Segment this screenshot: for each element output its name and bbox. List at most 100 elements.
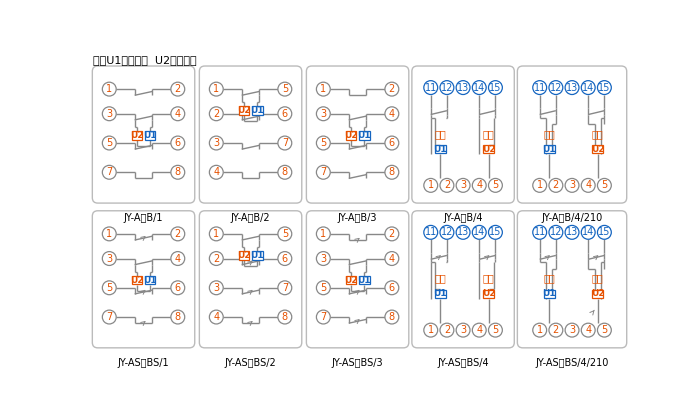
Text: 7: 7 [320, 312, 326, 322]
Text: 13: 13 [457, 83, 469, 92]
Text: 3: 3 [569, 180, 575, 190]
Circle shape [209, 310, 223, 324]
Text: JY-AS，BS/3: JY-AS，BS/3 [332, 358, 384, 368]
Circle shape [316, 136, 330, 150]
Circle shape [102, 227, 116, 241]
Circle shape [209, 82, 223, 96]
Text: 4: 4 [214, 312, 219, 322]
Text: 2: 2 [175, 84, 181, 94]
Text: 6: 6 [282, 254, 288, 263]
Text: 5: 5 [106, 138, 113, 148]
Circle shape [473, 225, 486, 239]
Text: 3: 3 [106, 254, 112, 263]
Text: JY-AS，BS/1: JY-AS，BS/1 [118, 358, 169, 368]
Text: JY-AS，BS/4: JY-AS，BS/4 [438, 358, 489, 368]
Text: 3: 3 [460, 180, 466, 190]
Circle shape [171, 310, 185, 324]
Circle shape [549, 225, 563, 239]
Text: 4: 4 [585, 180, 591, 190]
Text: 4: 4 [476, 325, 482, 335]
Text: 11: 11 [533, 83, 546, 92]
Text: U1: U1 [251, 106, 264, 115]
Text: 1: 1 [321, 229, 326, 239]
Text: 1: 1 [106, 84, 112, 94]
Circle shape [456, 81, 470, 94]
Circle shape [316, 107, 330, 121]
Text: 1: 1 [537, 325, 542, 335]
Text: 5: 5 [281, 84, 288, 94]
Bar [252, 106, 262, 115]
Circle shape [209, 252, 223, 265]
Bar [145, 276, 155, 284]
Text: 3: 3 [106, 109, 112, 119]
Circle shape [581, 323, 595, 337]
Text: 5: 5 [320, 138, 326, 148]
Text: JY-AS，BS/4/210: JY-AS，BS/4/210 [536, 358, 609, 368]
Text: 11: 11 [425, 227, 437, 237]
Circle shape [385, 227, 399, 241]
Text: 1: 1 [106, 229, 112, 239]
Text: U1: U1 [251, 251, 264, 260]
Circle shape [424, 178, 438, 192]
Text: 6: 6 [175, 138, 181, 148]
Text: U1: U1 [144, 131, 157, 140]
Text: 15: 15 [598, 227, 610, 237]
Circle shape [171, 136, 185, 150]
Text: U1: U1 [144, 276, 157, 285]
Circle shape [533, 225, 547, 239]
Text: 2: 2 [553, 180, 559, 190]
Circle shape [598, 178, 611, 192]
Text: 4: 4 [175, 109, 181, 119]
Text: 4: 4 [214, 167, 219, 177]
Circle shape [385, 107, 399, 121]
Text: 5: 5 [320, 283, 326, 293]
Circle shape [565, 225, 579, 239]
Text: 13: 13 [457, 227, 469, 237]
Circle shape [171, 107, 185, 121]
Text: 启动: 启动 [483, 129, 495, 139]
Bar [544, 290, 554, 298]
Circle shape [440, 81, 454, 94]
Text: 8: 8 [282, 167, 288, 177]
Text: 1: 1 [428, 325, 434, 335]
Circle shape [278, 281, 292, 295]
Bar [346, 131, 356, 139]
Text: U2: U2 [237, 251, 251, 260]
Text: 7: 7 [281, 283, 288, 293]
Circle shape [102, 165, 116, 179]
Text: 3: 3 [321, 109, 326, 119]
Circle shape [171, 281, 185, 295]
Circle shape [440, 225, 454, 239]
Text: 4: 4 [389, 254, 395, 263]
Text: 5: 5 [106, 283, 113, 293]
Circle shape [316, 227, 330, 241]
Text: 4: 4 [585, 325, 591, 335]
Circle shape [209, 107, 223, 121]
Text: 2: 2 [389, 84, 395, 94]
Text: 15: 15 [489, 83, 502, 92]
Text: 14: 14 [582, 227, 594, 237]
Text: JY-A，B/3: JY-A，B/3 [338, 213, 377, 223]
Text: 2: 2 [175, 229, 181, 239]
Text: U2: U2 [482, 290, 496, 299]
Circle shape [171, 227, 185, 241]
Circle shape [102, 252, 116, 265]
Circle shape [316, 252, 330, 265]
Circle shape [440, 178, 454, 192]
Circle shape [278, 107, 292, 121]
Bar [252, 251, 262, 260]
Circle shape [581, 178, 595, 192]
Text: 8: 8 [282, 312, 288, 322]
Circle shape [598, 323, 611, 337]
Text: 1: 1 [428, 180, 434, 190]
Circle shape [489, 81, 503, 94]
Text: U2: U2 [130, 131, 143, 140]
Text: 启动: 启动 [483, 274, 495, 283]
Circle shape [473, 178, 486, 192]
Text: 13: 13 [566, 83, 578, 92]
Text: 1: 1 [537, 180, 542, 190]
Text: 6: 6 [175, 283, 181, 293]
Circle shape [533, 323, 547, 337]
Circle shape [489, 178, 503, 192]
Text: 启动: 启动 [592, 274, 603, 283]
